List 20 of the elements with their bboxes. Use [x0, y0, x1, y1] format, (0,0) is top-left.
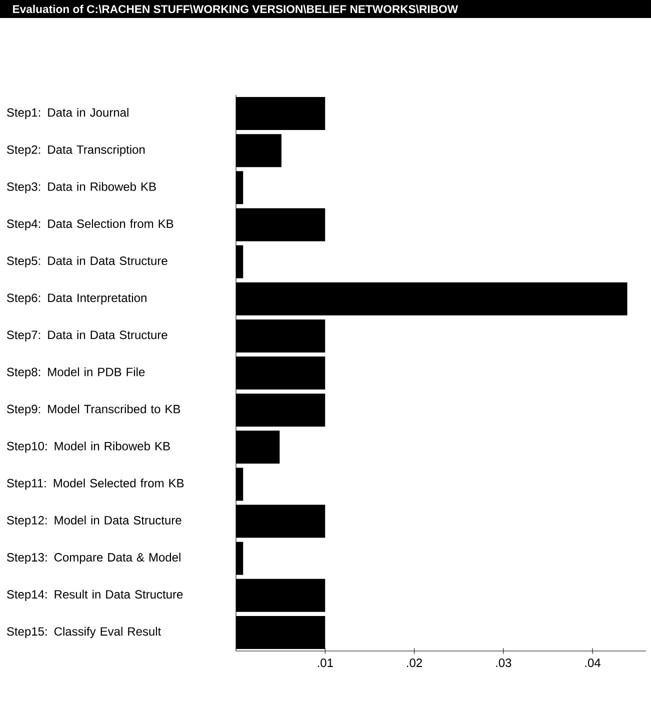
- y-tick-label: Step4: Data Selection from KB: [6, 219, 174, 230]
- y-tick-label: Step12: Model in Data Structure: [6, 516, 182, 527]
- y-tick-label: Step5: Data in Data Structure: [6, 256, 168, 268]
- y-tick-label: Step2: Data Transcription: [6, 145, 145, 156]
- x-tick-label: .01: [318, 658, 333, 668]
- y-tick-label: Step3: Data in Riboweb KB: [6, 182, 156, 194]
- y-tick-label: Step7: Data in Data Structure: [6, 330, 168, 342]
- x-tick-label: .02: [407, 658, 422, 668]
- y-tick-label: Step1: Data in Journal: [6, 108, 128, 120]
- y-tick-label: Step9: Model Transcribed to KB: [6, 404, 180, 416]
- x-tick-label: .04: [585, 658, 600, 668]
- y-tick-label: Step10: Model in Riboweb KB: [6, 442, 170, 453]
- y-tick-label: Step8: Model in PDB File: [6, 367, 145, 379]
- y-tick-label: Step13: Compare Data & Model: [6, 552, 180, 564]
- x-tick-label: .03: [496, 658, 512, 668]
- y-tick-label: Step14: Result in Data Structure: [6, 590, 183, 601]
- y-tick-label: Step11: Model Selected from KB: [6, 478, 184, 490]
- chart-title: Evaluation of C:\RACHEN STUFF\WORKING VERSION\BELIEF NETWORKS\RIBOW: [13, 4, 458, 14]
- y-tick-label: Step6: Data Interpretation: [6, 293, 146, 304]
- y-tick-label: Step15: Classify Eval Result: [6, 626, 162, 638]
